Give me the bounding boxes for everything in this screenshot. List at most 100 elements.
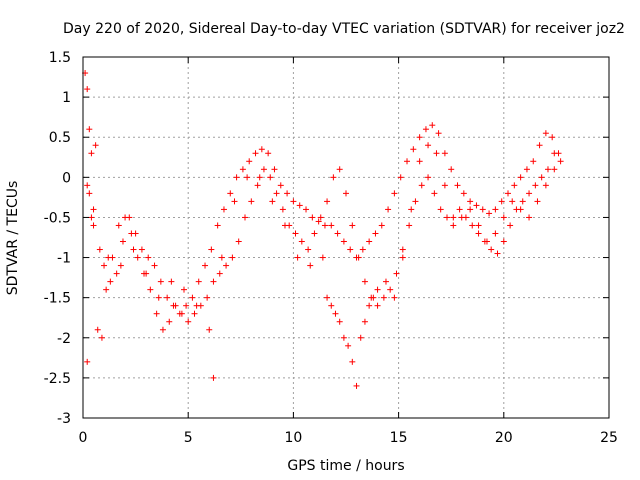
data-point-track-a bbox=[277, 182, 284, 189]
data-point-track-c bbox=[500, 214, 507, 221]
data-point-track-a bbox=[429, 122, 436, 129]
data-point-track-b bbox=[387, 286, 394, 293]
data-point-track-b bbox=[456, 206, 463, 213]
data-point-track-a bbox=[208, 246, 215, 253]
data-point-track-c bbox=[324, 294, 331, 301]
data-point-track-c bbox=[361, 318, 368, 325]
data-point-track-c bbox=[130, 246, 137, 253]
data-point-track-b bbox=[311, 230, 318, 237]
data-point-track-c bbox=[281, 222, 288, 229]
data-point-track-b bbox=[374, 302, 381, 309]
data-point-track-c bbox=[433, 150, 440, 157]
data-point-track-b bbox=[216, 270, 223, 277]
data-point-track-b bbox=[500, 238, 507, 245]
data-point-track-b bbox=[551, 150, 558, 157]
data-point-track-c bbox=[92, 142, 99, 149]
data-point-track-b bbox=[532, 182, 539, 189]
data-point-track-a bbox=[258, 146, 265, 153]
plot-frame bbox=[82, 56, 610, 419]
data-point-track-a bbox=[530, 158, 537, 165]
data-point-track-b bbox=[475, 230, 482, 237]
data-point-track-b bbox=[317, 214, 324, 221]
data-point-track-c bbox=[366, 302, 373, 309]
data-point-track-c bbox=[180, 286, 187, 293]
data-point-track-b bbox=[412, 198, 419, 205]
data-point-track-b bbox=[349, 222, 356, 229]
data-point-track-b bbox=[494, 250, 501, 257]
data-point-track-a bbox=[404, 158, 411, 165]
data-point-track-c bbox=[450, 222, 457, 229]
data-point-track-c bbox=[483, 238, 490, 245]
data-point-track-b bbox=[298, 238, 305, 245]
data-point-track-b bbox=[418, 182, 425, 189]
data-point-track-c bbox=[374, 286, 381, 293]
data-point-track-c bbox=[206, 326, 213, 333]
y-tick-label: -2 bbox=[57, 331, 71, 347]
data-point-track-b bbox=[88, 150, 95, 157]
data-point-track-a bbox=[473, 202, 480, 209]
data-point-track-a bbox=[303, 206, 310, 213]
data-point-track-b bbox=[393, 270, 400, 277]
data-point-track-b bbox=[229, 254, 236, 261]
data-point-track-a bbox=[416, 134, 423, 141]
data-point-track-c bbox=[193, 302, 200, 309]
data-point-track-a bbox=[486, 210, 493, 217]
y-tick-label: -2.5 bbox=[44, 371, 71, 387]
data-point-track-b bbox=[86, 126, 93, 133]
data-point-track-b bbox=[172, 302, 179, 309]
data-point-track-c bbox=[425, 142, 432, 149]
data-point-track-a bbox=[145, 254, 152, 261]
data-point-track-b bbox=[153, 310, 160, 317]
data-point-track-a bbox=[378, 222, 385, 229]
data-point-track-c bbox=[526, 214, 533, 221]
data-point-track-b bbox=[507, 222, 514, 229]
data-point-track-a bbox=[328, 222, 335, 229]
data-point-track-c bbox=[340, 334, 347, 341]
data-point-track-a bbox=[119, 238, 126, 245]
data-point-track-b bbox=[538, 174, 545, 181]
data-point-track-c bbox=[349, 358, 356, 365]
data-point-track-a bbox=[195, 278, 202, 285]
data-point-track-a bbox=[454, 182, 461, 189]
data-point-track-b bbox=[204, 294, 211, 301]
chart-title: Day 220 of 2020, Sidereal Day-to-day VTE… bbox=[63, 21, 625, 37]
data-point-track-a bbox=[467, 198, 474, 205]
data-point-track-a bbox=[511, 182, 518, 189]
data-point-track-b bbox=[273, 190, 280, 197]
data-point-track-a bbox=[372, 230, 379, 237]
data-point-track-b bbox=[185, 318, 192, 325]
data-point-track-b bbox=[159, 326, 166, 333]
data-point-track-b bbox=[279, 206, 286, 213]
data-point-track-a bbox=[435, 130, 442, 137]
y-axis-label: SDTVAR / TECUs bbox=[5, 181, 21, 296]
data-point-track-c bbox=[416, 158, 423, 165]
data-point-track-a bbox=[340, 238, 347, 245]
data-point-track-c bbox=[336, 318, 343, 325]
x-axis-ticks: 0 5 10 15 20 25 bbox=[79, 57, 618, 446]
data-point-track-a bbox=[517, 174, 524, 181]
data-point-track-c bbox=[517, 206, 524, 213]
data-point-track-a bbox=[347, 246, 354, 253]
data-point-track-a bbox=[523, 166, 530, 173]
data-point-track-c bbox=[357, 334, 364, 341]
data-point-track-a bbox=[448, 166, 455, 173]
data-point-track-a bbox=[492, 206, 499, 213]
data-point-track-a bbox=[284, 190, 291, 197]
data-point-track-c bbox=[244, 174, 251, 181]
data-point-track-a bbox=[183, 302, 190, 309]
data-point-track-b bbox=[98, 334, 105, 341]
y-tick-label: 1 bbox=[62, 90, 71, 106]
data-point-track-b bbox=[128, 230, 135, 237]
grid-lines bbox=[83, 57, 609, 418]
data-point-track-b bbox=[210, 278, 217, 285]
x-tick-label: 20 bbox=[495, 430, 513, 446]
data-point-track-b bbox=[431, 190, 438, 197]
data-point-track-a bbox=[385, 206, 392, 213]
data-point-track-c bbox=[467, 206, 474, 213]
data-point-track-c bbox=[231, 198, 238, 205]
data-point-track-c bbox=[441, 182, 448, 189]
data-point-track-a bbox=[542, 130, 549, 137]
data-point-track-b bbox=[324, 198, 331, 205]
data-point-track-b bbox=[134, 254, 141, 261]
data-point-track-b bbox=[292, 230, 299, 237]
